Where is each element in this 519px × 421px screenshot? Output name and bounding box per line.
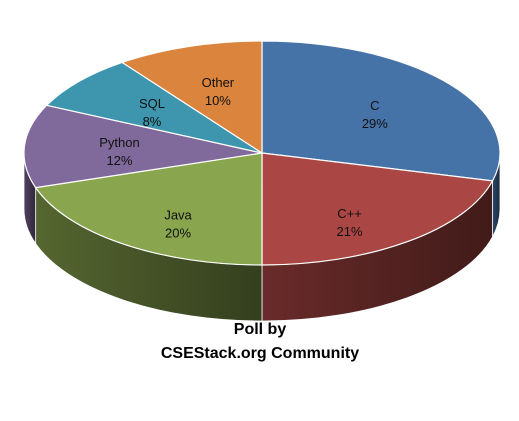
slice-java	[34, 152, 263, 266]
chart-title: Poll by CSEStack.org Community	[140, 318, 380, 366]
slice-percent: 12%	[106, 153, 132, 168]
chart-title-line-2: CSEStack.org Community	[160, 345, 360, 362]
slice-label-other: Other 10%	[202, 75, 235, 108]
slice-name: Python	[99, 135, 139, 150]
slice-percent: 21%	[337, 224, 363, 239]
slice-percent: 20%	[165, 225, 191, 240]
slice-label-python: Python 12%	[99, 135, 139, 168]
slice-c	[261, 40, 501, 182]
slice-cplusplus	[261, 152, 494, 266]
slice-python	[23, 104, 263, 189]
pie-tops	[23, 40, 501, 266]
slice-label-java: Java 20%	[164, 207, 192, 240]
slice-name: Java	[164, 207, 192, 222]
slice-name: SQL	[139, 96, 165, 111]
pie-sides	[23, 152, 501, 322]
slice-label-c: C 29%	[362, 98, 388, 131]
slice-sql	[45, 61, 263, 154]
slice-percent: 10%	[205, 93, 231, 108]
slice-other	[120, 40, 263, 155]
slice-name: Other	[202, 75, 235, 90]
pie-labels: C 29% C++ 21% Java 20% Python 12% SQL 8% Other 10%	[99, 75, 388, 240]
chart-title-line-1: Poll by	[233, 321, 287, 338]
slice-name: C	[370, 98, 379, 113]
slice-label-sql: SQL 8%	[139, 96, 165, 129]
slice-percent: 8%	[143, 114, 162, 129]
slice-percent: 29%	[362, 116, 388, 131]
slice-name: C++	[337, 206, 362, 221]
slice-label-cplusplus: C++ 21%	[337, 206, 363, 239]
